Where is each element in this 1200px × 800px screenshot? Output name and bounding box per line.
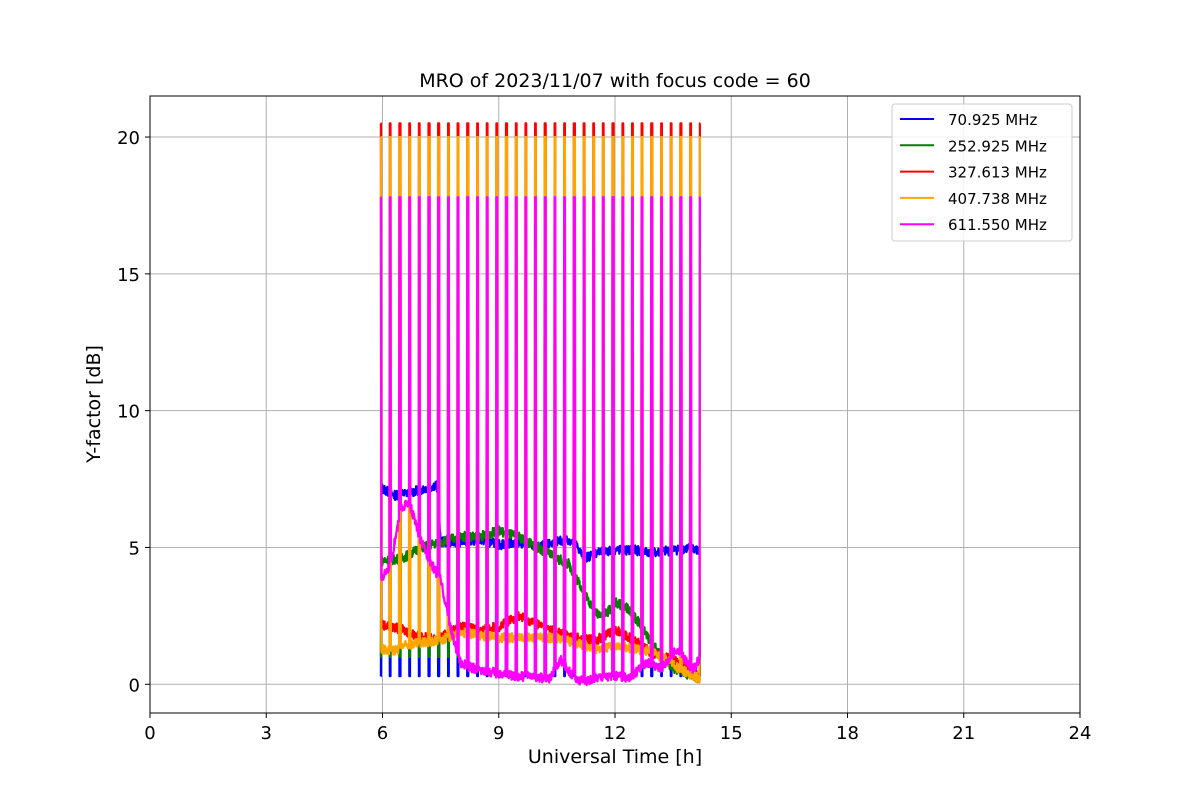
legend-entry: 611.550 MHz (948, 216, 1047, 234)
x-tick-label: 6 (377, 723, 388, 744)
chart-title: MRO of 2023/11/07 with focus code = 60 (419, 70, 811, 92)
y-tick-label: 5 (129, 538, 140, 559)
x-tick-label: 3 (261, 723, 272, 744)
series-line (379, 525, 701, 684)
x-tick-label: 12 (604, 723, 627, 744)
series-line (379, 135, 701, 684)
x-axis-label: Universal Time [h] (528, 746, 702, 768)
x-tick-label: 15 (720, 723, 743, 744)
series-layer (379, 122, 701, 687)
x-axis: 0 3 6 9 12 15 18 21 24 (144, 713, 1091, 744)
x-tick-label: 24 (1069, 723, 1092, 744)
legend-box (891, 103, 1073, 242)
y-axis: 0 5 10 15 20 (117, 128, 150, 696)
y-tick-label: 20 (117, 128, 140, 149)
x-tick-label: 18 (836, 723, 859, 744)
y-tick-label: 0 (129, 675, 140, 696)
legend-entry: 70.925 MHz (948, 111, 1037, 129)
y-tick-label: 15 (117, 265, 140, 286)
legend: 70.925 MHz 252.925 MHz 327.613 MHz 407.7… (891, 103, 1073, 242)
series-line (379, 196, 701, 687)
x-tick-label: 0 (144, 723, 155, 744)
legend-entry: 252.925 MHz (948, 137, 1047, 155)
y-tick-label: 10 (117, 402, 140, 423)
x-tick-label: 9 (493, 723, 504, 744)
legend-entry: 327.613 MHz (948, 164, 1047, 182)
x-tick-label: 21 (952, 723, 975, 744)
legend-entry: 407.738 MHz (948, 190, 1047, 208)
y-axis-label: Y-factor [dB] (83, 345, 105, 464)
